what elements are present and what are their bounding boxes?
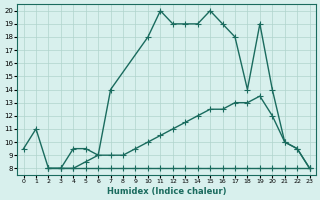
X-axis label: Humidex (Indice chaleur): Humidex (Indice chaleur) [107,187,226,196]
